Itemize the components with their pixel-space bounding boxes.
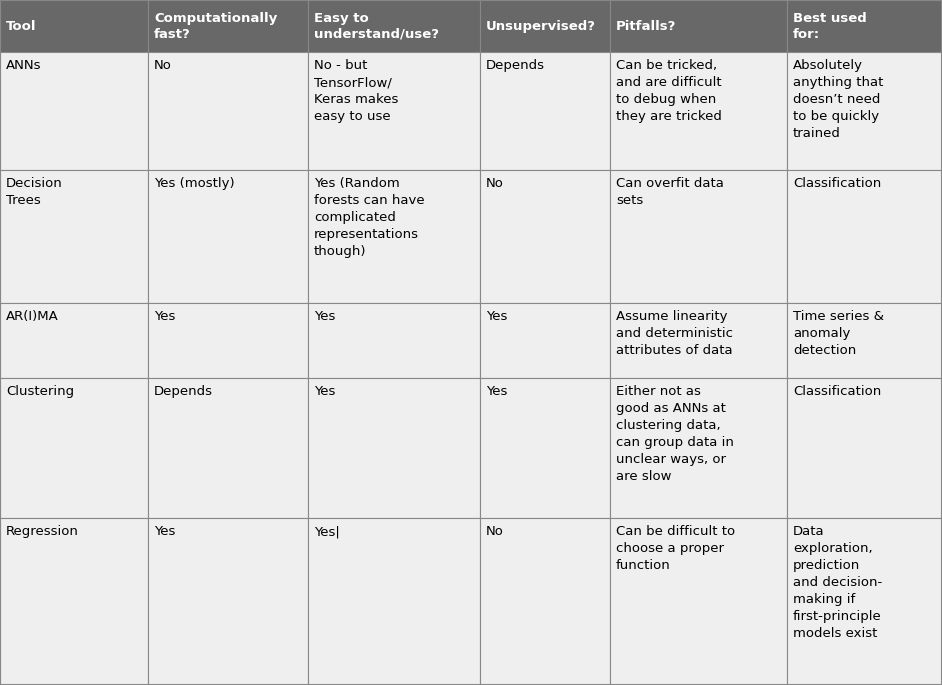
Text: Can overfit data
sets: Can overfit data sets <box>616 177 723 207</box>
Bar <box>148 170 308 303</box>
Text: Absolutely
anything that
doesn’t need
to be quickly
trained: Absolutely anything that doesn’t need to… <box>793 59 884 140</box>
Bar <box>0 170 148 303</box>
Text: Tool: Tool <box>6 19 37 32</box>
Text: Yes|: Yes| <box>314 525 340 538</box>
Text: Easy to
understand/use?: Easy to understand/use? <box>314 12 439 40</box>
Bar <box>480 170 610 303</box>
Bar <box>308 0 480 52</box>
Text: Regression: Regression <box>6 525 79 538</box>
Bar <box>480 0 610 52</box>
Bar <box>787 170 942 303</box>
Text: Yes (Random
forests can have
complicated
representations
though): Yes (Random forests can have complicated… <box>314 177 425 258</box>
Bar <box>308 378 480 518</box>
Bar <box>787 303 942 378</box>
Bar <box>610 518 787 685</box>
Text: Either not as
good as ANNs at
clustering data,
can group data in
unclear ways, o: Either not as good as ANNs at clustering… <box>616 385 734 483</box>
Bar <box>148 52 308 170</box>
Bar <box>787 378 942 518</box>
Text: Classification: Classification <box>793 385 882 398</box>
Bar <box>0 378 148 518</box>
Text: Can be tricked,
and are difficult
to debug when
they are tricked: Can be tricked, and are difficult to deb… <box>616 59 722 123</box>
Text: Unsupervised?: Unsupervised? <box>486 19 596 32</box>
Text: ANNs: ANNs <box>6 59 41 72</box>
Text: Time series &
anomaly
detection: Time series & anomaly detection <box>793 310 884 357</box>
Text: Yes: Yes <box>154 310 175 323</box>
Bar <box>0 303 148 378</box>
Bar <box>480 378 610 518</box>
Bar <box>0 0 148 52</box>
Text: Best used
for:: Best used for: <box>793 12 867 40</box>
Bar <box>787 518 942 685</box>
Bar <box>787 52 942 170</box>
Text: Yes: Yes <box>314 385 335 398</box>
Text: Depends: Depends <box>486 59 545 72</box>
Bar <box>480 518 610 685</box>
Text: No: No <box>486 525 504 538</box>
Text: Yes: Yes <box>314 310 335 323</box>
Bar <box>610 170 787 303</box>
Bar <box>480 52 610 170</box>
Bar <box>148 518 308 685</box>
Bar <box>480 303 610 378</box>
Text: Data
exploration,
prediction
and decision-
making if
first-principle
models exis: Data exploration, prediction and decisio… <box>793 525 883 640</box>
Text: Can be difficult to
choose a proper
function: Can be difficult to choose a proper func… <box>616 525 735 572</box>
Text: Yes (mostly): Yes (mostly) <box>154 177 235 190</box>
Bar <box>308 170 480 303</box>
Bar <box>610 303 787 378</box>
Bar <box>787 0 942 52</box>
Bar <box>0 518 148 685</box>
Text: AR(I)MA: AR(I)MA <box>6 310 58 323</box>
Bar <box>0 52 148 170</box>
Text: Computationally
fast?: Computationally fast? <box>154 12 277 40</box>
Bar <box>308 303 480 378</box>
Text: Yes: Yes <box>486 385 508 398</box>
Bar <box>610 378 787 518</box>
Text: No - but
TensorFlow/
Keras makes
easy to use: No - but TensorFlow/ Keras makes easy to… <box>314 59 398 123</box>
Bar <box>610 52 787 170</box>
Bar <box>308 518 480 685</box>
Bar <box>148 303 308 378</box>
Text: No: No <box>486 177 504 190</box>
Text: Depends: Depends <box>154 385 213 398</box>
Text: Yes: Yes <box>154 525 175 538</box>
Text: Classification: Classification <box>793 177 882 190</box>
Bar <box>148 378 308 518</box>
Bar <box>610 0 787 52</box>
Text: Yes: Yes <box>486 310 508 323</box>
Text: Assume linearity
and deterministic
attributes of data: Assume linearity and deterministic attri… <box>616 310 733 357</box>
Text: Pitfalls?: Pitfalls? <box>616 19 676 32</box>
Bar <box>308 52 480 170</box>
Text: No: No <box>154 59 171 72</box>
Bar <box>148 0 308 52</box>
Text: Decision
Trees: Decision Trees <box>6 177 63 207</box>
Text: Clustering: Clustering <box>6 385 74 398</box>
